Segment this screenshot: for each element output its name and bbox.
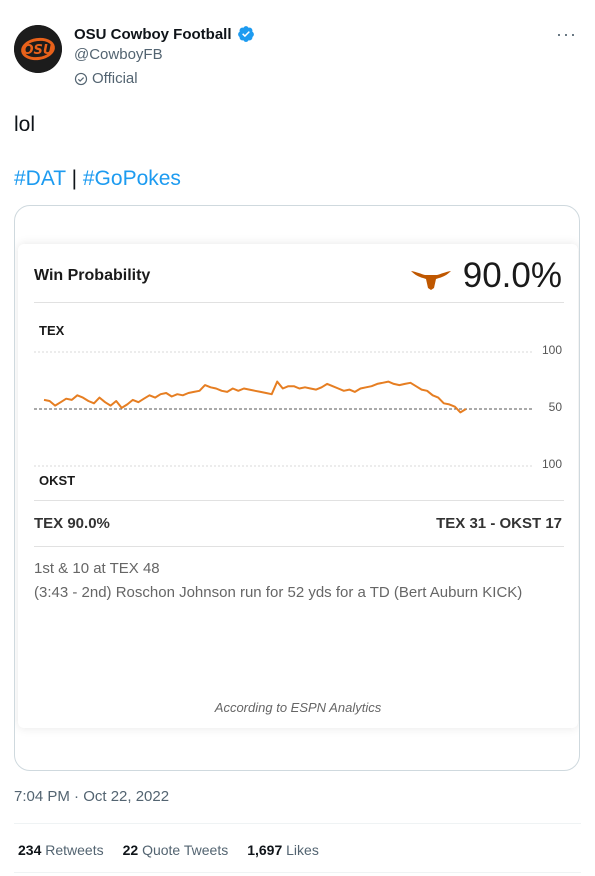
divider-bottom	[14, 872, 581, 873]
avatar[interactable]: OSU	[14, 25, 62, 73]
user-handle[interactable]: @CowboyFB	[74, 46, 163, 63]
card-divider-bottom	[34, 546, 564, 547]
tweet-text: lol	[14, 113, 36, 136]
engagement-stats: 234 Retweets 22 Quote Tweets 1,697 Likes	[18, 842, 319, 858]
divider	[14, 823, 581, 824]
hashtag-dat[interactable]: #DAT	[14, 167, 66, 190]
author-name-row: OSU Cowboy Football	[74, 25, 255, 43]
score-summary: TEX 31 - OKST 17	[436, 515, 562, 532]
win-probability-card: Win Probability 90.0% TEX 100 50 100 OKS…	[18, 244, 578, 728]
attached-image[interactable]: Win Probability 90.0% TEX 100 50 100 OKS…	[14, 205, 580, 771]
axis-label-top: 100	[541, 343, 562, 357]
hashtag-gopokes[interactable]: #GoPokes	[82, 167, 181, 190]
quote-tweets-count[interactable]: 22 Quote Tweets	[122, 842, 229, 858]
source-credit: According to ESPN Analytics	[214, 700, 382, 715]
official-text: Official	[92, 70, 138, 87]
card-title: Win Probability	[34, 267, 151, 284]
retweets-count[interactable]: 234 Retweets	[18, 842, 104, 858]
bottom-team-label: OKST	[39, 473, 76, 488]
more-options-button[interactable]: ···	[556, 24, 577, 44]
official-label: Official	[74, 70, 138, 87]
tex-win-probability-line	[43, 380, 467, 414]
verified-badge-icon	[237, 26, 254, 42]
card-divider-top	[34, 302, 564, 303]
probability-summary: TEX 90.0%	[34, 515, 110, 532]
play-description: (3:43 - 2nd) Roschon Johnson run for 52 …	[34, 584, 523, 601]
osu-logo-icon: OSU	[14, 25, 62, 73]
hashtag-separator: |	[65, 167, 83, 190]
win-probability-value: 90.0%	[462, 256, 562, 295]
longhorn-logo-icon	[411, 271, 451, 290]
play-situation: 1st & 10 at TEX 48	[34, 560, 160, 577]
check-circle-icon	[74, 72, 88, 85]
axis-label-bottom: 100	[541, 457, 562, 471]
display-name[interactable]: OSU Cowboy Football	[74, 25, 232, 43]
hashtag-line: #DAT | #GoPokes	[14, 167, 181, 191]
top-team-label: TEX	[39, 323, 65, 338]
card-divider-mid	[34, 500, 564, 501]
tweet-timestamp[interactable]: 7:04 PM · Oct 22, 2022	[14, 788, 170, 805]
avatar-text: OSU	[23, 43, 54, 58]
win-probability-chart	[34, 351, 534, 467]
axis-label-mid: 50	[548, 400, 562, 414]
likes-count[interactable]: 1,697 Likes	[247, 842, 319, 858]
